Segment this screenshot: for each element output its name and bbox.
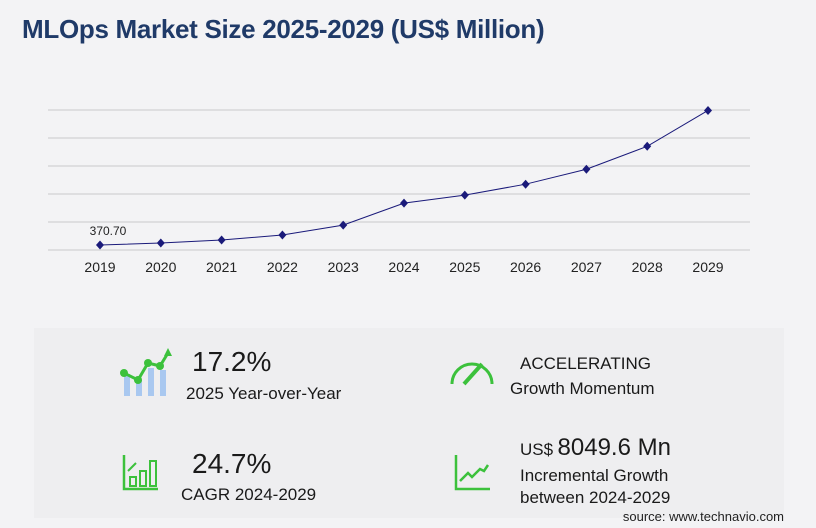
momentum-label: Growth Momentum — [510, 379, 655, 398]
x-tick-label: 2029 — [692, 259, 723, 275]
data-point — [704, 105, 712, 115]
data-point — [460, 190, 469, 200]
growth-chart-icon — [120, 348, 172, 396]
x-tick-label: 2024 — [388, 259, 419, 275]
incremental-value: US$ 8049.6 Mn — [520, 434, 671, 462]
data-point — [643, 141, 652, 151]
series-line — [99, 110, 709, 246]
data-point — [217, 235, 226, 245]
incremental-amount: 8049.6 Mn — [557, 434, 671, 461]
x-tick-label: 2025 — [449, 259, 480, 275]
data-point — [339, 220, 348, 230]
incremental-label: Incremental Growth — [520, 466, 669, 485]
data-point — [521, 179, 530, 189]
kpi-panel — [34, 328, 784, 518]
yoy-value: 17.2% — [192, 346, 272, 377]
line-chart: 2019 370.70 2020 2021 2022 2023 2024 2025 2026 20… — [48, 105, 750, 275]
incremental-period: between 2024-2029 — [520, 488, 671, 507]
x-tick-label: 2020 — [145, 259, 176, 275]
x-tick-label: 2019 — [84, 259, 115, 275]
source-note: source: www.technavio.com — [622, 509, 784, 524]
trend-up-icon — [454, 455, 490, 491]
x-tick-label: 2026 — [510, 259, 541, 275]
data-point — [96, 240, 104, 250]
x-tick-label: 2027 — [571, 259, 602, 275]
data-label: 370.70 — [90, 224, 127, 238]
cagr-value: 24.7% — [192, 448, 272, 479]
cagr-label: CAGR 2024-2029 — [181, 485, 317, 504]
page-title: MLOps Market Size 2025-2029 (US$ Million… — [22, 14, 545, 44]
momentum-value: ACCELERATING — [520, 354, 651, 373]
data-point — [400, 198, 408, 208]
x-tick-label: 2023 — [328, 259, 359, 275]
speedometer-icon — [450, 362, 494, 386]
data-point — [278, 230, 287, 240]
x-tick-label: 2021 — [206, 259, 237, 275]
x-tick-label: 2022 — [267, 259, 298, 275]
data-point — [582, 164, 591, 174]
x-tick-label: 2028 — [632, 259, 663, 275]
currency-prefix: US$ — [520, 440, 554, 459]
yoy-label: 2025 Year-over-Year — [186, 384, 342, 403]
bar-chart-icon — [122, 455, 158, 491]
data-point — [156, 238, 165, 248]
